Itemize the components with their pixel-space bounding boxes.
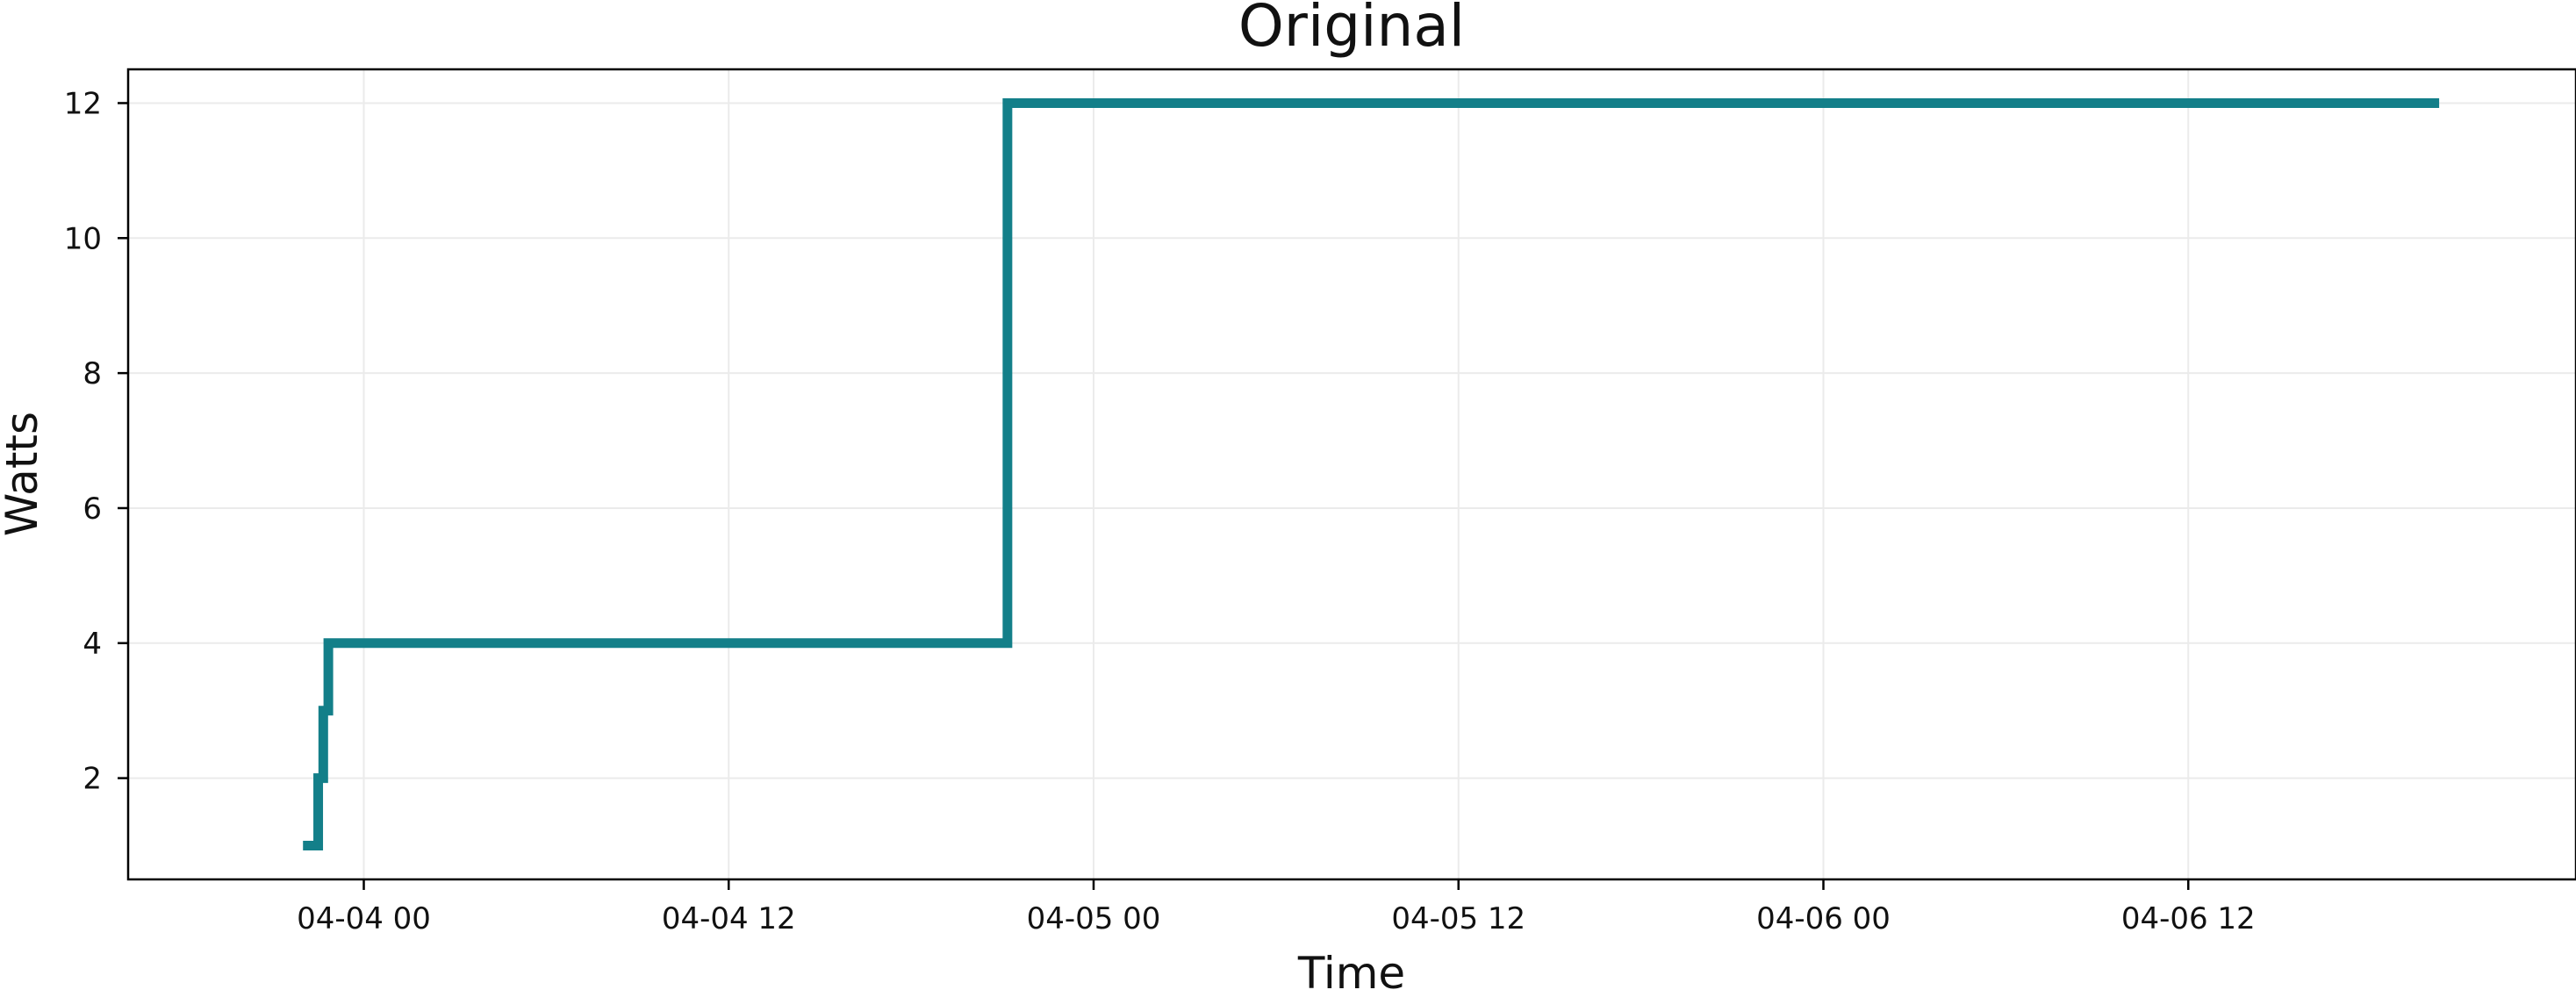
x-tick-label: 04-04 00 — [297, 901, 431, 936]
x-axis-title: Time — [1297, 948, 1405, 997]
x-tick-label: 04-06 00 — [1756, 901, 1891, 936]
y-axis-title: Watts — [0, 412, 47, 536]
x-axis: 04-04 00 04-04 12 04-05 00 04-05 12 04-06 00… — [297, 879, 2256, 936]
y-axis: 2 4 6 8 10 12 — [64, 86, 128, 797]
y-tick-label: 6 — [83, 491, 102, 527]
x-tick-label: 04-06 12 — [2121, 901, 2256, 936]
y-tick-label: 12 — [64, 86, 102, 121]
y-tick-label: 2 — [83, 762, 102, 797]
grid-lines — [128, 69, 2576, 879]
chart-title: Original — [1238, 0, 1465, 60]
y-tick-label: 8 — [83, 356, 102, 391]
x-tick-label: 04-05 00 — [1027, 901, 1161, 936]
series-line-group — [303, 97, 2440, 851]
series-line — [303, 97, 2440, 851]
x-tick-label: 04-04 12 — [662, 901, 796, 936]
y-tick-label: 10 — [64, 221, 102, 256]
x-tick-label: 04-05 12 — [1391, 901, 1525, 936]
plot-frame — [126, 68, 2576, 881]
y-tick-label: 4 — [83, 627, 102, 662]
